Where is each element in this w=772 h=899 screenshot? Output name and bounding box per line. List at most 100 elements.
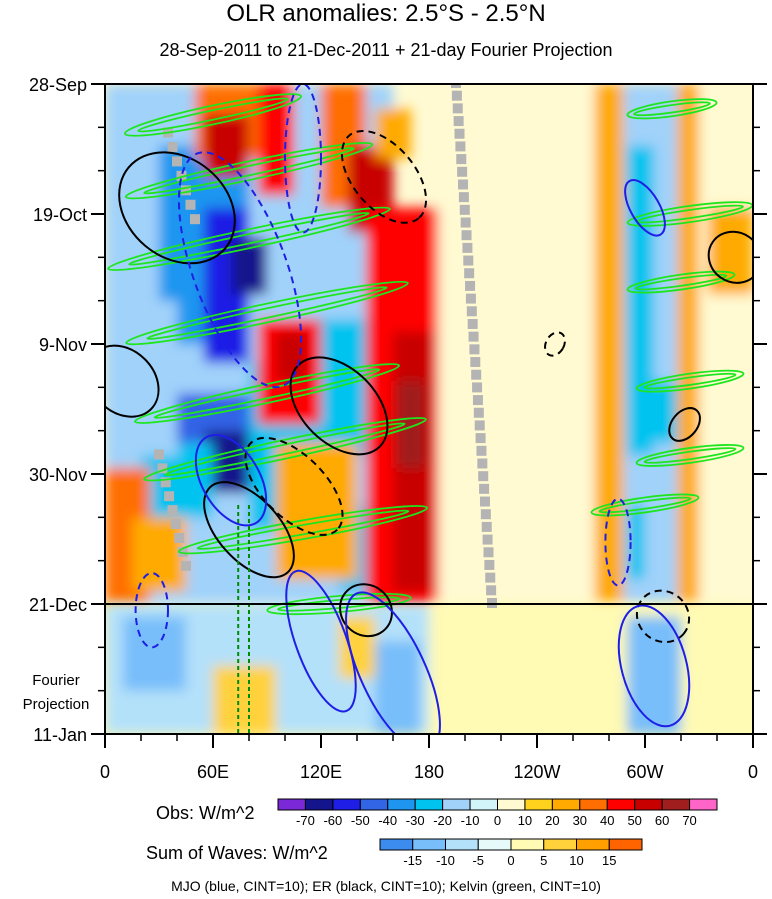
mjo-contour xyxy=(345,591,441,734)
missing-block xyxy=(167,141,178,152)
colorbar-level-label: 10 xyxy=(518,813,532,828)
colorbar-level-label: 40 xyxy=(600,813,614,828)
y-tick-label: 30-Nov xyxy=(29,465,87,485)
kelvin-contour xyxy=(626,270,736,294)
obs-region xyxy=(627,504,645,580)
x-tick-label: 60E xyxy=(197,762,229,782)
obs-region xyxy=(699,84,753,604)
kelvin-contour xyxy=(143,417,427,482)
colorbar-level-label: 70 xyxy=(682,813,696,828)
missing-block xyxy=(481,521,492,532)
x-tick-label: 0 xyxy=(748,762,758,782)
missing-block xyxy=(157,463,168,474)
colorbar-box xyxy=(689,798,718,811)
colorbar-level-label: 5 xyxy=(540,853,547,868)
colorbar-box xyxy=(359,798,389,811)
missing-block xyxy=(472,382,483,393)
colorbar-box xyxy=(379,838,414,851)
missing-block xyxy=(172,156,182,167)
missing-block xyxy=(485,572,496,583)
colorbar-box xyxy=(469,798,498,811)
missing-block xyxy=(465,280,476,291)
mjo-contour xyxy=(194,433,268,527)
colorbar-box xyxy=(551,798,581,811)
kelvin-contour xyxy=(598,496,692,514)
missing-block xyxy=(471,369,482,380)
missing-block xyxy=(177,546,188,557)
missing-block xyxy=(451,84,461,88)
missing-block xyxy=(463,255,474,266)
wave-region xyxy=(123,616,186,691)
colorbar-level-label: 10 xyxy=(569,853,583,868)
obs-region xyxy=(105,300,177,456)
colorbar-box xyxy=(387,798,416,811)
missing-block xyxy=(459,204,470,215)
colorbar-level-label: -15 xyxy=(403,853,422,868)
obs-region xyxy=(627,145,654,456)
colorbar-box xyxy=(543,838,577,851)
missing-block xyxy=(164,491,175,502)
y-tick-label: 11-Jan xyxy=(33,725,87,745)
missing-block xyxy=(190,214,200,225)
kelvin-contour xyxy=(107,206,391,271)
mjo-contour xyxy=(177,151,303,389)
mjo-contour xyxy=(617,604,691,728)
missing-block xyxy=(477,458,488,469)
obs-region xyxy=(654,381,678,444)
chart-title: OLR anomalies: 2.5°S - 2.5°N xyxy=(226,0,546,27)
mjo-contour xyxy=(624,179,666,237)
wave-region xyxy=(375,641,420,734)
er-contour xyxy=(340,129,428,224)
colorbar-level-label: -60 xyxy=(323,813,342,828)
missing-block xyxy=(167,505,178,516)
missing-block xyxy=(469,344,480,355)
missing-block xyxy=(467,318,478,329)
missing-block xyxy=(484,559,495,570)
colorbar-level-label: -5 xyxy=(472,853,484,868)
y-axis: 28-Sep 19-Oct 9-Nov 30-Nov 21-Dec 11-Jan xyxy=(29,75,767,745)
missing-block xyxy=(474,420,485,431)
missing-block xyxy=(462,242,473,253)
kelvin-contour xyxy=(164,422,406,476)
missing-block xyxy=(458,179,469,190)
mjo-contour xyxy=(285,569,357,713)
colorbar-box xyxy=(576,838,610,851)
y-tick-label: 21-Dec xyxy=(29,595,87,615)
waves-colorbar: -15 -10 -5 0 5 10 15 xyxy=(379,838,643,868)
mjo-contour xyxy=(604,497,632,587)
missing-block xyxy=(472,395,483,406)
kelvin-contour xyxy=(643,447,737,464)
kelvin-contour xyxy=(124,142,374,200)
obs-region xyxy=(594,84,624,604)
obs-region xyxy=(231,238,267,295)
projection-label: Fourier Projection xyxy=(23,672,90,713)
y-tick-label: 9-Nov xyxy=(39,335,87,355)
missing-block xyxy=(461,230,472,241)
missing-block xyxy=(453,116,464,127)
missing-block xyxy=(456,154,467,165)
colorbar-box xyxy=(477,838,512,851)
colorbar-box xyxy=(634,798,663,811)
obs-colorbar-label: Obs: W/m^2 xyxy=(156,803,255,823)
kelvin-contour xyxy=(626,98,718,120)
wave-region xyxy=(213,665,276,734)
er-contour xyxy=(105,344,160,418)
er-contour xyxy=(635,589,691,644)
obs-region xyxy=(438,84,618,604)
er-contour xyxy=(707,230,753,284)
kelvin-contour xyxy=(153,368,381,419)
missing-block xyxy=(475,433,486,444)
kelvin-contour xyxy=(137,97,289,133)
missing-block xyxy=(451,90,462,101)
missing-block xyxy=(455,141,466,152)
colorbar-level-label: 30 xyxy=(573,813,587,828)
missing-block xyxy=(466,306,477,317)
colorbar-level-label: -70 xyxy=(296,813,315,828)
missing-block xyxy=(483,547,494,558)
colorbar-box xyxy=(414,798,444,811)
missing-block xyxy=(464,268,475,279)
colorbar-level-label: 0 xyxy=(507,853,514,868)
missing-block xyxy=(174,533,185,543)
projection-label-line: Fourier xyxy=(32,672,80,689)
